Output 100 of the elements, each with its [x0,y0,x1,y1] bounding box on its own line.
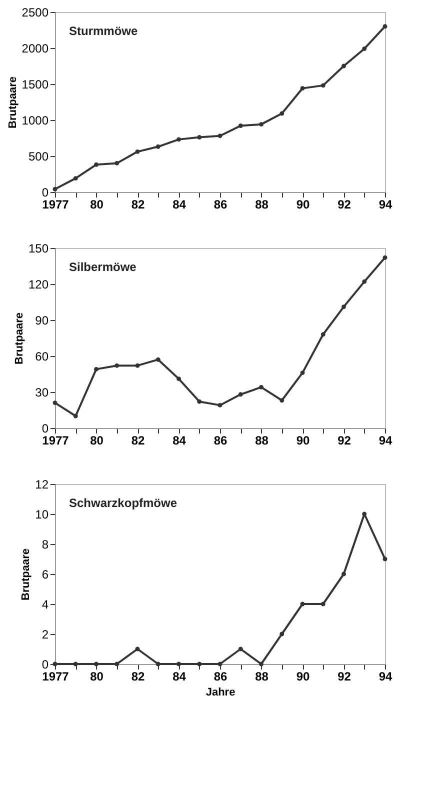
x-tick-label: 94 [378,434,392,448]
point [320,83,326,88]
point [342,304,346,310]
point [382,24,388,29]
point [52,662,58,666]
y-tick-label: 60 [35,350,49,364]
point [114,160,120,166]
point [73,662,78,666]
x-tick-label: 88 [255,198,269,212]
point [280,398,284,403]
y-tick-label: 90 [35,314,49,328]
y-tick-label: 2000 [22,42,49,56]
point [362,46,367,51]
point [300,370,305,376]
point [135,149,140,154]
x-tick-label: 84 [172,670,186,684]
point [342,64,346,68]
text: Schwarzkopfmöwe [69,496,178,510]
x-tick-label: 88 [255,670,269,684]
point [280,111,284,116]
point [197,135,202,140]
point [52,400,58,406]
text: Sturmmöwe [69,24,138,38]
point [238,646,243,652]
point [238,124,243,128]
x-tick-label: 94 [378,670,392,684]
y-tick-label: 12 [35,478,49,492]
point [114,662,120,666]
point [300,602,305,606]
x-tick-label: 92 [338,434,352,448]
y-tick-label: 4 [42,598,49,612]
y-tick-label: 2500 [22,6,49,20]
x-tick-label: 1977 [42,670,70,684]
point [52,186,58,192]
x-tick-label: 82 [131,198,145,212]
x-tick-label: 86 [214,198,228,212]
point [382,255,388,260]
x-axis-title: Jahre [206,686,236,698]
x-tick-label: 90 [296,434,310,448]
point [362,279,367,284]
point [156,144,160,149]
point [342,572,346,576]
y-axis-title: Brutpaare [6,76,19,128]
x-tick-label: 86 [214,434,228,448]
point [73,414,78,418]
point [197,399,202,404]
y-tick-label: 2 [42,628,49,642]
x-tick-label: 1977 [42,434,70,448]
x-tick-label: 94 [378,198,392,212]
x-tick-label: 80 [90,434,104,448]
y-axis-title: Brutpaare [13,312,26,364]
y-tick-label: 120 [28,278,49,292]
x-tick-label: 88 [255,434,269,448]
point [114,363,120,368]
point [218,402,222,408]
y-tick-label: 0 [42,658,49,672]
point [259,662,264,666]
point [382,556,388,562]
y-tick-label: 150 [28,242,49,256]
x-tick-label: 82 [131,670,145,684]
x-tick-label: 84 [172,198,186,212]
y-tick-label: 30 [35,386,49,400]
point [280,632,284,636]
point [73,176,78,181]
y-tick-label: 1500 [22,78,49,92]
x-tick-label: 84 [172,434,186,448]
x-tick-label: 90 [296,670,310,684]
x-tick-label: 82 [131,434,145,448]
point [238,392,243,397]
point [176,137,181,142]
x-tick-label: 80 [90,670,104,684]
point [156,662,160,666]
point [259,122,264,127]
y-tick-label: 10 [35,508,49,522]
point [320,602,326,606]
y-tick-label: 1000 [22,114,49,128]
point [218,662,222,666]
x-tick-label: 86 [214,670,228,684]
x-tick-label: 92 [338,670,352,684]
y-tick-label: 0 [42,186,49,200]
point [259,384,264,390]
point [362,512,367,516]
y-axis-title: Brutpaare [20,548,32,600]
text: Silbermöwe [69,260,137,274]
y-tick-label: 8 [42,538,49,552]
x-tick-label: 92 [338,198,352,212]
point [94,662,98,666]
point [197,662,202,666]
x-tick-label: 90 [296,198,310,212]
point [135,363,140,368]
y-tick-label: 0 [42,422,49,436]
y-tick-label: 500 [28,150,49,164]
point [94,162,98,167]
point [300,86,305,91]
y-tick-label: 6 [42,568,49,582]
point [176,662,181,666]
point [320,332,326,337]
point [176,376,181,382]
x-tick-label: 80 [90,198,104,212]
x-tick-label: 1977 [42,198,70,212]
